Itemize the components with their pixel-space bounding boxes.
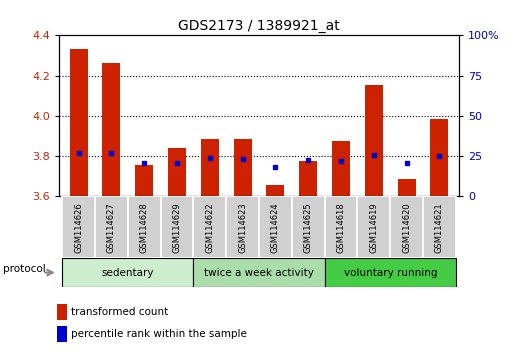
Text: GSM114626: GSM114626	[74, 202, 83, 253]
Text: GSM114620: GSM114620	[402, 202, 411, 253]
Text: transformed count: transformed count	[71, 307, 169, 317]
Text: sedentary: sedentary	[102, 268, 154, 278]
Text: GSM114618: GSM114618	[337, 202, 346, 253]
Text: GSM114628: GSM114628	[140, 202, 149, 253]
Bar	[430, 119, 448, 196]
Text: percentile rank within the sample: percentile rank within the sample	[71, 329, 247, 339]
FancyBboxPatch shape	[423, 196, 456, 258]
FancyBboxPatch shape	[95, 196, 128, 258]
Bar	[57, 326, 67, 342]
Text: GSM114623: GSM114623	[238, 202, 247, 253]
Bar	[201, 139, 219, 196]
FancyBboxPatch shape	[292, 196, 325, 258]
Bar	[365, 85, 383, 196]
FancyBboxPatch shape	[325, 196, 358, 258]
FancyBboxPatch shape	[259, 196, 292, 258]
FancyBboxPatch shape	[193, 196, 226, 258]
Text: GSM114629: GSM114629	[172, 202, 182, 253]
Text: GSM114624: GSM114624	[271, 202, 280, 253]
Bar	[299, 161, 317, 196]
Bar	[70, 50, 88, 196]
FancyBboxPatch shape	[226, 196, 259, 258]
FancyBboxPatch shape	[128, 196, 161, 258]
FancyBboxPatch shape	[193, 258, 325, 287]
Bar	[398, 179, 416, 196]
FancyBboxPatch shape	[161, 196, 193, 258]
FancyBboxPatch shape	[358, 196, 390, 258]
FancyBboxPatch shape	[325, 258, 456, 287]
Text: voluntary running: voluntary running	[344, 268, 437, 278]
Text: GSM114627: GSM114627	[107, 202, 116, 253]
Bar	[266, 185, 285, 196]
Bar	[332, 141, 350, 196]
Text: GSM114619: GSM114619	[369, 202, 379, 253]
Bar	[57, 304, 67, 320]
FancyBboxPatch shape	[62, 196, 95, 258]
Text: protocol: protocol	[3, 264, 46, 274]
FancyBboxPatch shape	[62, 258, 193, 287]
FancyBboxPatch shape	[390, 196, 423, 258]
Text: GSM114621: GSM114621	[435, 202, 444, 253]
Text: twice a week activity: twice a week activity	[204, 268, 314, 278]
Title: GDS2173 / 1389921_at: GDS2173 / 1389921_at	[178, 19, 340, 33]
Bar	[233, 139, 252, 196]
Bar	[103, 63, 121, 196]
Text: GSM114622: GSM114622	[205, 202, 214, 253]
Text: GSM114625: GSM114625	[304, 202, 313, 253]
Bar	[168, 148, 186, 196]
Bar	[135, 165, 153, 196]
